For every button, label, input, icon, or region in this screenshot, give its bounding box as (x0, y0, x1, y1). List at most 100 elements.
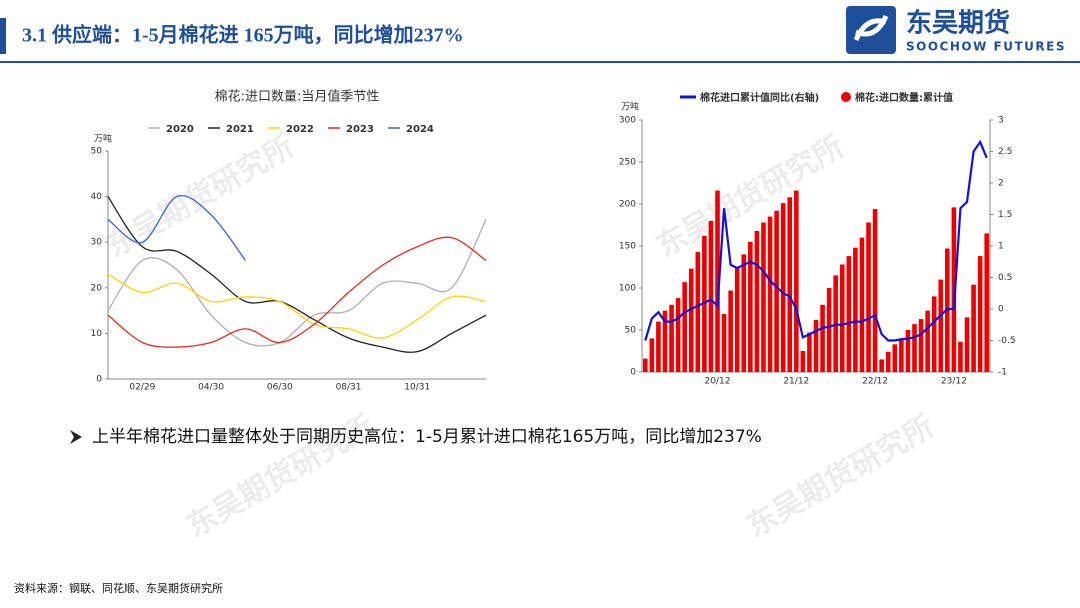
y2-tick-label: -1 (998, 368, 1007, 378)
logo-en: SOOCHOW FUTURES (906, 40, 1066, 54)
y-tick-label: 0 (96, 375, 102, 385)
bar (984, 233, 990, 372)
bar (905, 330, 911, 372)
bar (971, 284, 976, 372)
bar (807, 332, 812, 372)
bar (754, 230, 760, 372)
bar (839, 264, 845, 372)
y-tick-label: 250 (619, 158, 636, 168)
series-line (107, 196, 487, 353)
legend-label: 棉花:进口数量:累计值 (855, 91, 953, 104)
bar (859, 237, 865, 372)
y2-tick-label: 0.5 (998, 273, 1012, 283)
bar (715, 190, 720, 372)
series-line (107, 273, 487, 339)
x-tick-label: 23/12 (941, 377, 967, 387)
x-tick-label: 06/30 (267, 383, 293, 393)
bar (931, 296, 937, 372)
legend-label: 棉花进口累计值同比(右轴) (700, 91, 819, 104)
y2-tick-label: 1.5 (998, 210, 1012, 220)
bar (885, 351, 891, 372)
x-tick-label: 04/30 (198, 383, 224, 393)
y2-tick-label: 2.5 (998, 147, 1012, 157)
series-line (107, 194, 246, 261)
bar (642, 358, 648, 372)
bar (892, 344, 898, 372)
x-tick-label: 08/31 (336, 383, 362, 393)
bar (951, 207, 957, 372)
bar (964, 317, 970, 372)
bar (918, 319, 924, 372)
legend-swatch (841, 92, 851, 102)
x-tick-label: 21/12 (783, 377, 809, 387)
y-tick-label: 40 (91, 192, 103, 202)
logo-cn: 东吴期货 (906, 8, 1010, 39)
watermark: 东吴期货研究所 (741, 409, 940, 544)
bar (813, 319, 819, 372)
source-note: 资料来源：钢联、同花顺、东吴期货研究所 (14, 581, 223, 595)
bar (656, 321, 661, 372)
bar (780, 203, 786, 372)
bar (899, 338, 904, 372)
y2-tick-label: 1 (998, 242, 1004, 252)
x-tick-label: 10/31 (404, 383, 430, 393)
y-tick-label: 200 (619, 200, 636, 210)
bar (767, 216, 773, 372)
logo-icon (846, 6, 896, 54)
bar (721, 314, 727, 372)
y-tick-label: 0 (630, 368, 636, 378)
bar (774, 210, 779, 372)
y-tick-label: 50 (91, 147, 103, 157)
accent-bar (0, 18, 6, 54)
y-tick-label: 150 (619, 242, 636, 252)
header-rule (0, 61, 1080, 63)
y-tick-label: 100 (619, 284, 636, 294)
bar (826, 288, 832, 372)
bar (761, 222, 766, 372)
bar (675, 298, 681, 372)
logo: 东吴期货 SOOCHOW FUTURES (846, 6, 1066, 54)
bar (925, 310, 930, 372)
bar (853, 247, 858, 372)
y-tick-label: 20 (91, 283, 103, 293)
y2-tick-label: 3 (998, 116, 1004, 126)
bar (688, 268, 694, 372)
bar (977, 256, 983, 372)
series-line (107, 236, 487, 348)
bar (748, 241, 753, 372)
legend-label: 2022 (286, 124, 314, 135)
chart-title: 棉花:进口数量:当月值季节性 (215, 89, 380, 105)
y-tick-label: 10 (91, 329, 103, 339)
series-line (107, 219, 487, 347)
bar (662, 310, 668, 372)
y-tick-label: 300 (619, 116, 636, 126)
x-tick-label: 02/29 (129, 383, 155, 393)
bar (649, 338, 655, 372)
bar (787, 197, 793, 372)
y-unit: 万吨 (94, 133, 112, 145)
bar (741, 254, 747, 372)
bar (708, 220, 714, 372)
bar (695, 251, 701, 372)
bar (938, 279, 944, 372)
y2-tick-label: -0.5 (998, 336, 1016, 346)
series-line (644, 139, 988, 342)
legend-label: 2023 (346, 124, 374, 135)
bar (669, 304, 674, 372)
legend-label: 2024 (406, 124, 434, 135)
bar (682, 282, 687, 372)
y-tick-label: 50 (625, 326, 637, 336)
bar (879, 359, 884, 372)
x-tick-label: 20/12 (705, 377, 731, 387)
legend-label: 2020 (166, 124, 194, 135)
bar (866, 222, 871, 372)
bar (872, 209, 878, 372)
bar (734, 267, 740, 372)
logo-swirl (853, 14, 889, 42)
bar (794, 190, 799, 372)
bullet-marker (70, 430, 82, 444)
bar (702, 235, 707, 372)
bar (958, 341, 963, 372)
y-tick-label: 30 (91, 238, 103, 248)
